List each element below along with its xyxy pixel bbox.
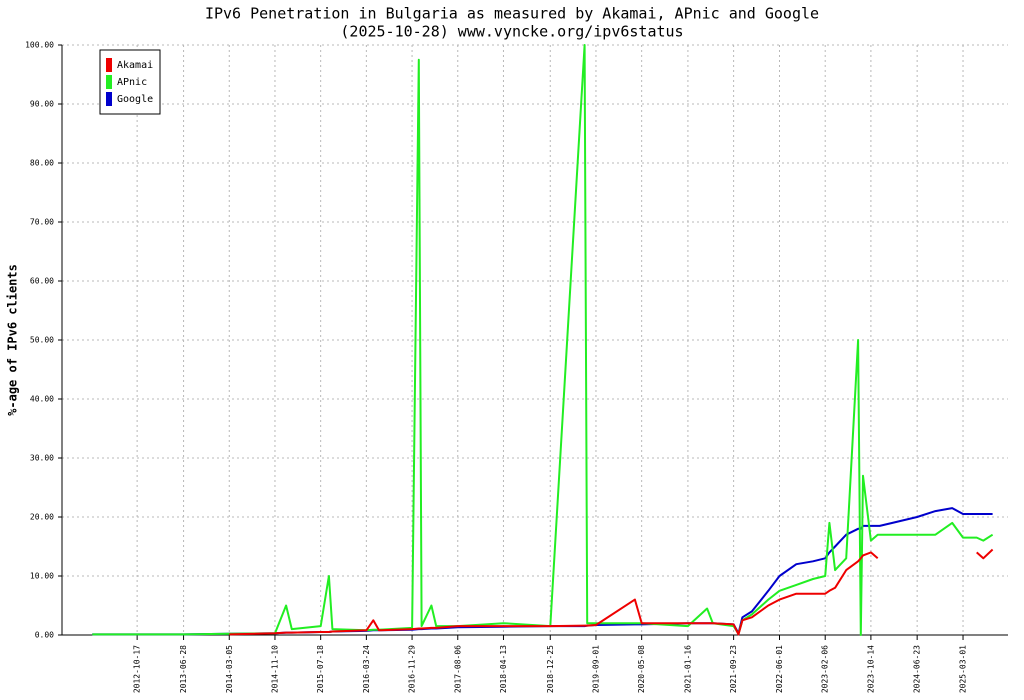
- series-line: [229, 551, 879, 636]
- y-axis-label: %-age of IPv6 clients: [6, 264, 20, 416]
- legend-swatch: [106, 92, 112, 106]
- series-line: [976, 548, 994, 560]
- x-tick-label: 2016-11-29: [408, 645, 417, 693]
- y-tick-label: 70.00: [30, 218, 54, 227]
- chart-title: IPv6 Penetration in Bulgaria as measured…: [205, 5, 819, 23]
- x-tick-label: 2017-08-06: [453, 645, 462, 693]
- x-tick-label: 2018-12-25: [546, 645, 555, 693]
- y-tick-label: 60.00: [30, 277, 54, 286]
- series-line: [92, 44, 994, 636]
- y-tick-label: 40.00: [30, 395, 54, 404]
- x-tick-label: 2013-06-28: [179, 645, 188, 693]
- y-tick-label: 0.00: [35, 631, 54, 640]
- x-tick-label: 2024-06-23: [913, 645, 922, 693]
- y-tick-label: 50.00: [30, 336, 54, 345]
- legend-label: Akamai: [117, 60, 153, 71]
- y-tick-label: 30.00: [30, 454, 54, 463]
- legend-label: Google: [117, 94, 153, 105]
- x-tick-label: 2021-09-23: [729, 645, 738, 693]
- y-tick-label: 100.00: [25, 41, 54, 50]
- x-tick-label: 2023-10-14: [866, 645, 875, 693]
- legend-label: APnic: [117, 77, 147, 88]
- x-tick-label: 2022-06-01: [775, 645, 784, 693]
- x-tick-label: 2015-07-18: [316, 645, 325, 693]
- x-tick-label: 2023-02-06: [821, 645, 830, 693]
- y-tick-label: 90.00: [30, 100, 54, 109]
- x-tick-label: 2012-10-17: [133, 645, 142, 693]
- y-tick-label: 10.00: [30, 572, 54, 581]
- x-tick-label: 2014-11-10: [270, 645, 279, 693]
- x-tick-label: 2016-03-24: [362, 645, 371, 693]
- x-tick-label: 2014-03-05: [225, 645, 234, 693]
- x-tick-label: 2021-01-16: [683, 645, 692, 693]
- legend-swatch: [106, 75, 112, 89]
- chart-subtitle: (2025-10-28) www.vyncke.org/ipv6status: [340, 23, 683, 41]
- y-tick-label: 80.00: [30, 159, 54, 168]
- x-tick-label: 2019-09-01: [591, 645, 600, 693]
- x-tick-label: 2018-04-13: [499, 645, 508, 693]
- x-tick-label: 2025-03-01: [959, 645, 968, 693]
- legend-swatch: [106, 58, 112, 72]
- x-tick-label: 2020-05-08: [637, 645, 646, 693]
- y-tick-label: 20.00: [30, 513, 54, 522]
